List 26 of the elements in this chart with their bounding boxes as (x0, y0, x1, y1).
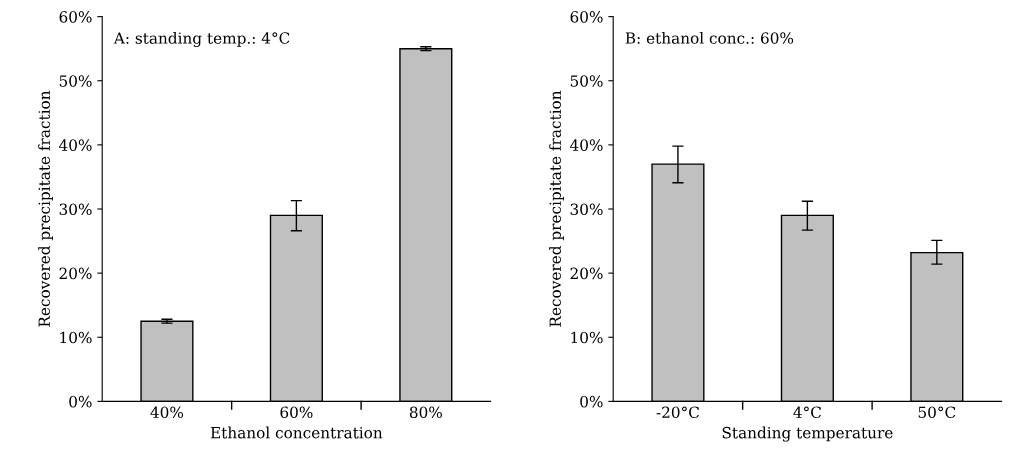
x-tick-label: 80% (409, 406, 442, 419)
y-tick-label: 0% (69, 395, 92, 408)
y-tick-label: 30% (59, 203, 92, 216)
x-tick-label: 50°C (918, 406, 956, 419)
y-tick-label: 20% (570, 267, 603, 280)
x-axis-title: Standing temperature (722, 426, 893, 442)
y-tick-label: 10% (571, 331, 603, 344)
y-tick-label: 50% (59, 75, 92, 87)
y-tick-label: 40% (569, 139, 603, 151)
y-tick-label: 60% (570, 11, 603, 23)
x-tick-label: -20°C (656, 406, 699, 419)
y-tick-label: 10% (60, 331, 92, 344)
y-tick-label: 50% (570, 75, 603, 87)
x-tick-label: 4°C (793, 406, 821, 419)
y-tick-label: 30% (570, 203, 603, 216)
x-axis-title: Ethanol concentration (210, 426, 383, 439)
y-tick-label: 20% (59, 267, 92, 280)
y-axis-title: Recovered precipitate fraction (549, 90, 564, 327)
x-tick-label: 60% (280, 406, 313, 419)
annotation: A: standing temp.: 4°C (113, 32, 290, 48)
y-tick-label: 40% (58, 139, 92, 151)
y-axis-title: Recovered precipitate fraction (38, 90, 53, 327)
y-tick-label: 0% (580, 395, 603, 408)
annotation: B: ethanol conc.: 60% (625, 32, 794, 44)
y-tick-label: 60% (59, 11, 92, 23)
x-tick-label: 40% (150, 406, 184, 419)
